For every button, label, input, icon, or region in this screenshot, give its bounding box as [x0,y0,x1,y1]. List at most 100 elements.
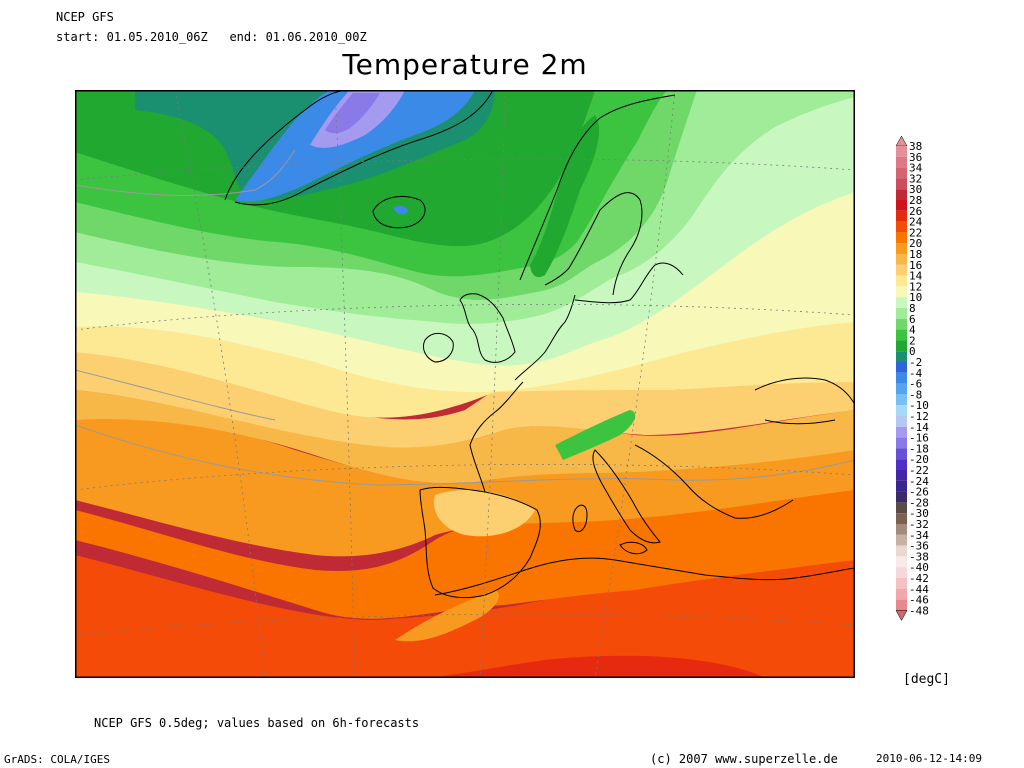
uk-coast [459,293,516,363]
legend-tick-label: 20 [909,237,922,250]
grads-credit: GrADS: COLA/IGES [4,753,110,766]
atlas-highlands [395,590,499,642]
end-label: end: [229,30,259,44]
legend-swatch [896,210,907,222]
model-label: NCEP GFS [56,10,114,24]
start-value: 01.05.2010_06Z [106,30,208,44]
map-frame [75,90,855,678]
legend-tick-label: -26 [909,486,929,499]
legend-swatch [896,383,907,395]
italy-coast [592,449,661,544]
legend-swatch [896,200,907,211]
band-yellow [75,320,855,418]
iceland-coast [372,196,426,229]
legend-tick-label: 14 [909,270,923,283]
sicily [619,541,648,555]
legend-swatch [896,232,907,244]
legend-swatch [896,416,907,427]
legend-swatch [896,146,907,157]
legend-swatch [896,405,907,416]
legend-tick-label: 28 [909,194,922,207]
iceland-glacier [393,205,408,215]
graticule [75,90,855,678]
legend-swatch [896,578,907,589]
legend-swatch [896,156,907,168]
band-light-orange [75,350,855,448]
legend-swatch [896,524,907,535]
legend-swatch [896,178,907,190]
footnote: NCEP GFS 0.5deg; values based on 6h-fore… [94,716,420,730]
ireland-coast [422,333,454,363]
legend-swatch [896,599,907,611]
band-green [75,90,667,277]
legend-tick-label: -22 [909,464,929,477]
balkan-coast [634,444,794,519]
band-red-orange [75,520,855,678]
legend-swatch [896,545,907,557]
legend-tick-label: -4 [909,367,923,380]
legend-tick-label: -34 [909,529,929,542]
period-line: start: 01.05.2010_06Z end: 01.06.2010_00… [56,30,367,44]
legend-tick-label: -14 [909,421,929,434]
legend-swatch [896,329,907,341]
legend-tick-label: -30 [909,507,929,520]
legend-tick-label: 22 [909,226,922,239]
band-green-mid [75,90,697,300]
legend-tick-label: 36 [909,151,922,164]
legend-swatch [896,502,907,514]
legend-tick-label: 4 [909,324,916,337]
legend-tick-label: -40 [909,561,929,574]
band-pale-yellow [75,190,855,392]
legend-tick-label: 26 [909,205,922,218]
legend-swatch [896,351,907,362]
north-africa-coast [434,557,855,596]
legend-tick-label: -32 [909,518,929,531]
legend-swatch [896,275,907,287]
end-value: 01.06.2010_00Z [265,30,367,44]
start-label: start: [56,30,100,44]
band-pale-green [75,95,855,366]
legend-swatch [896,588,907,600]
alps [555,410,636,460]
black-sea-coast [754,377,855,425]
iberia-plateau [434,490,535,537]
legend-swatch [896,448,907,460]
legend-tick-label: 10 [909,291,922,304]
legend-tick-label: -44 [909,583,929,596]
legend-tick-label: 38 [909,140,922,153]
greenland-coast [224,90,494,206]
legend-swatch [896,437,907,449]
legend-tick-label: -20 [909,453,929,466]
legend-swatch [896,243,907,254]
legend-tick-label: -16 [909,432,929,445]
legend-arrow-up [895,135,908,147]
copyright: (c) 2007 www.superzelle.de [650,752,838,766]
scandinavia-coast [519,94,676,296]
legend-swatch [896,567,907,578]
legend-unit: [degC] [903,672,950,687]
legend-tick-label: -6 [909,378,922,391]
legend-tick-label: -38 [909,550,929,563]
legend-tick-label: 16 [909,259,922,272]
legend-tick-label: -12 [909,410,929,423]
legend-tick-label: 18 [909,248,922,261]
legend-swatch [896,362,907,373]
legend-swatch [896,340,907,352]
legend-swatch [896,459,907,470]
legend-tick-label: -46 [909,594,929,607]
legend-swatch [896,318,907,330]
legend-swatch [896,221,907,233]
legend-tick-label: 12 [909,280,922,293]
scandinavian-mountains [530,115,600,278]
legend-swatch [896,480,907,492]
legend-tick-label: 6 [909,313,916,326]
legend-tick-label: 2 [909,334,916,347]
legend-tick-label: -28 [909,496,929,509]
legend-swatch [896,470,907,481]
legend-tick-label: -48 [909,604,929,617]
legend-swatch [896,534,907,546]
legend-tick-label: 30 [909,183,922,196]
legend-arrow-down [895,610,908,621]
legend-swatch [896,556,907,568]
greenland-coldest [325,93,380,134]
